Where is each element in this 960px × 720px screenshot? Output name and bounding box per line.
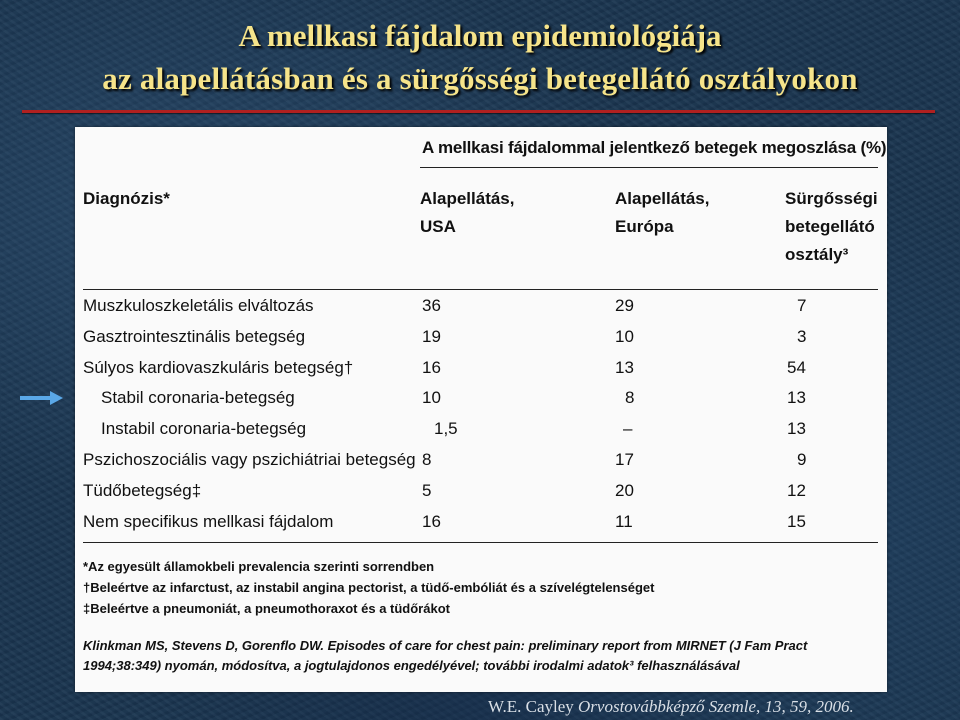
- footnote: †Beleértve az infarctust, az instabil an…: [83, 580, 655, 595]
- table-cell: 20: [615, 480, 634, 500]
- table-main-header: A mellkasi fájdalommal jelentkező betege…: [422, 138, 887, 157]
- table-cell: 13: [615, 357, 634, 377]
- row-label: Instabil coronaria-betegség: [101, 419, 307, 439]
- row-label: Stabil coronaria-betegség: [101, 388, 295, 408]
- column-header-line: betegellátó: [785, 217, 875, 236]
- footnote: ‡Beleértve a pneumoniát, a pneumothoraxo…: [83, 601, 450, 616]
- table-cell: 17: [615, 450, 634, 469]
- table-cell: 5: [422, 480, 432, 500]
- credit-journal: Orvostovábbképző Szemle, 13, 59, 2006.: [578, 697, 854, 716]
- table-cell: 12: [787, 480, 806, 500]
- column-header-line: Alapellátás,: [615, 189, 710, 208]
- table-cell: 10: [422, 388, 441, 408]
- column-header-europe: Alapellátás, Európa: [615, 185, 775, 241]
- row-label: Pszichoszociális vagy pszichiátriai bete…: [83, 450, 416, 469]
- table-cell: 29: [615, 296, 634, 315]
- table-cell: –: [623, 419, 633, 439]
- column-header-emergency: Sürgősségi betegellátó osztály³: [785, 185, 885, 269]
- table-cell: 8: [422, 450, 432, 469]
- column-header-line: Alapellátás,: [420, 189, 515, 208]
- table-cell: 8: [625, 388, 635, 408]
- table-cell: 1,5: [434, 419, 458, 439]
- table-cell: 54: [787, 357, 806, 377]
- scanned-table: A mellkasi fájdalommal jelentkező betege…: [75, 127, 887, 692]
- row-label: Nem specifikus mellkasi fájdalom: [83, 511, 334, 531]
- credit-author: W.E. Cayley: [488, 697, 579, 716]
- slide-credit: W.E. Cayley Orvostovábbképző Szemle, 13,…: [488, 697, 854, 717]
- column-header-usa: Alapellátás, USA: [420, 185, 580, 241]
- row-label: Tüdőbetegség‡: [83, 480, 202, 500]
- column-header-line: Európa: [615, 217, 674, 236]
- column-header-line: osztály³: [785, 245, 849, 264]
- table-cell: 16: [422, 511, 441, 531]
- row-label: Muszkuloszkeletális elváltozás: [83, 296, 314, 315]
- table-cell: 16: [422, 357, 441, 377]
- source-reference: Klinkman MS, Stevens D, Gorenflo DW. Epi…: [83, 638, 808, 673]
- table-cell: 10: [615, 326, 634, 346]
- table-cell: 7: [797, 296, 807, 315]
- row-label: Gasztrointesztinális betegség: [83, 326, 306, 346]
- diagnosis-header: Diagnózis*: [83, 189, 170, 208]
- table-cell: 36: [422, 296, 441, 315]
- footnote: *Az egyesült államokbeli prevalencia sze…: [83, 559, 435, 574]
- table-cell: 11: [615, 511, 633, 531]
- table-cell: 13: [787, 388, 806, 408]
- header-rule: [420, 167, 878, 168]
- table-cell: 19: [422, 326, 441, 346]
- arrow-right-icon: [20, 391, 63, 405]
- row-label: Súlyos kardiovaszkuláris betegség†: [83, 357, 354, 377]
- title-divider: [22, 110, 935, 113]
- table-cell: 9: [797, 450, 807, 469]
- table-cell: 3: [797, 326, 807, 346]
- table-header-rule: [83, 289, 878, 290]
- column-header-line: USA: [420, 217, 456, 236]
- slide-title-line-1: A mellkasi fájdalom epidemiológiája: [238, 18, 722, 53]
- table-bottom-rule: [83, 542, 878, 543]
- column-header-line: Sürgősségi: [785, 189, 878, 208]
- slide-title-line-2: az alapellátásban és a sürgősségi betege…: [102, 61, 858, 96]
- table-cell: 15: [787, 511, 806, 531]
- table-cell: 13: [787, 419, 806, 439]
